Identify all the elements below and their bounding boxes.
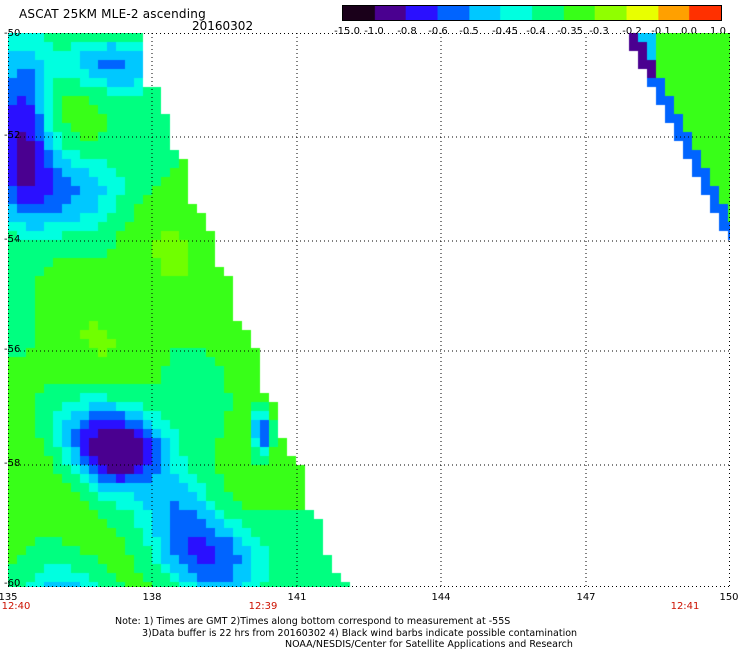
color-scale-label: 1.0 [710,26,726,37]
longitude-label: 150 [719,592,739,603]
latitude-label: -58 [4,458,21,469]
note-line: NOAA/NESDIS/Center for Satellite Applica… [285,639,573,650]
longitude-label: 138 [142,592,162,603]
latitude-label: -56 [4,344,21,355]
color-scale-label: -0.3 [589,26,609,37]
longitude-label: 144 [431,592,451,603]
color-scale-label: -0.6 [428,26,448,37]
map-gridlines [8,33,730,587]
color-scale-label: -1.0 [364,26,384,37]
latitude-label: -54 [4,234,21,245]
color-scale-label: -0.4 [526,26,546,37]
latitude-label: -50 [4,28,21,39]
swath-time-label: 12:40 [1,601,31,612]
color-scale-label: -0.2 [622,26,642,37]
map-notes: Note: 1) Times are GMT 2)Times along bot… [115,616,577,651]
latitude-label: -52 [4,130,21,141]
scatterometer-swath [8,33,730,587]
swath-time-label: 12:39 [248,601,278,612]
note-line: 3)Data buffer is 22 hrs from 20160302 4)… [142,627,578,639]
color-scale-label: 0.0 [681,26,697,37]
map-title: ASCAT 25KM MLE-2 ascending [19,7,206,21]
longitude-label: 147 [576,592,596,603]
latitude-label: -60 [4,578,21,589]
map-date: 20160302 [192,19,254,33]
color-scale-label: -15.0 [334,26,360,37]
longitude-label: 141 [287,592,307,603]
color-scale-labels: -15.0 -1.0 -0.8 -0.6 -0.5 -0.45 -0.4 -0.… [0,26,740,40]
color-scale-label: -0.45 [492,26,518,37]
color-scale-label: -0.5 [459,26,479,37]
color-scale-bar [342,5,722,21]
map-plot-area [8,33,730,587]
color-scale-label: -0.35 [557,26,583,37]
color-scale-label: -0.1 [651,26,671,37]
swath-time-label: 12:41 [670,601,700,612]
note-line: Note: 1) Times are GMT 2)Times along bot… [115,616,511,627]
color-scale-label: -0.8 [397,26,417,37]
longitude-label: 135 [0,592,18,603]
